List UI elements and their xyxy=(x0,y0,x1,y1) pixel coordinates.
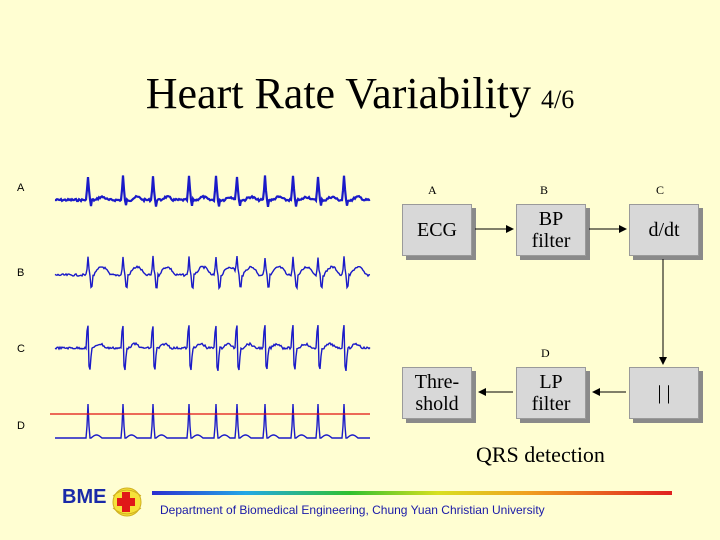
trace-d xyxy=(55,403,370,439)
block-letter-bp: B xyxy=(540,183,549,197)
slide-title: Heart Rate Variability 4/6 xyxy=(0,68,720,119)
lp-filter-block-label: LP filter xyxy=(531,371,571,415)
abs-block-label: | | xyxy=(657,382,671,404)
row-label-b: B xyxy=(17,267,25,279)
abs-block: | | xyxy=(629,367,699,419)
block-letter-ecg: A xyxy=(428,183,437,197)
row-label-a: A xyxy=(17,182,25,194)
ddt-block-label: d/dt xyxy=(648,219,680,241)
trace-a xyxy=(54,175,371,208)
threshold-block-label: Thre- shold xyxy=(414,371,460,415)
trace-c xyxy=(54,324,371,372)
ecg-traces xyxy=(50,175,371,439)
row-label-d: D xyxy=(17,420,25,432)
footer-department: Department of Biomedical Engineering, Ch… xyxy=(160,503,545,517)
block-letter-lp: D xyxy=(541,346,550,360)
lp-filter-block: LP filter xyxy=(516,367,586,419)
row-label-c: C xyxy=(17,343,25,355)
trace-b xyxy=(54,255,371,291)
bme-logo-text: BME xyxy=(62,486,107,508)
threshold-block: Thre- shold xyxy=(402,367,472,419)
ddt-block: d/dt xyxy=(629,204,699,256)
block-letter-ddt: C xyxy=(656,183,665,197)
footer-gradient-line xyxy=(152,491,672,495)
ecg-block: ECG xyxy=(402,204,472,256)
qrs-detection-caption: QRS detection xyxy=(476,442,605,467)
bp-filter-block-label: BP filter xyxy=(531,208,571,252)
bme-cross-logo-icon xyxy=(112,487,142,517)
bp-filter-block: BP filter xyxy=(516,204,586,256)
ecg-block-label: ECG xyxy=(417,219,457,241)
title-main: Heart Rate Variability xyxy=(145,69,532,118)
title-page-number: 4/6 xyxy=(541,85,575,114)
